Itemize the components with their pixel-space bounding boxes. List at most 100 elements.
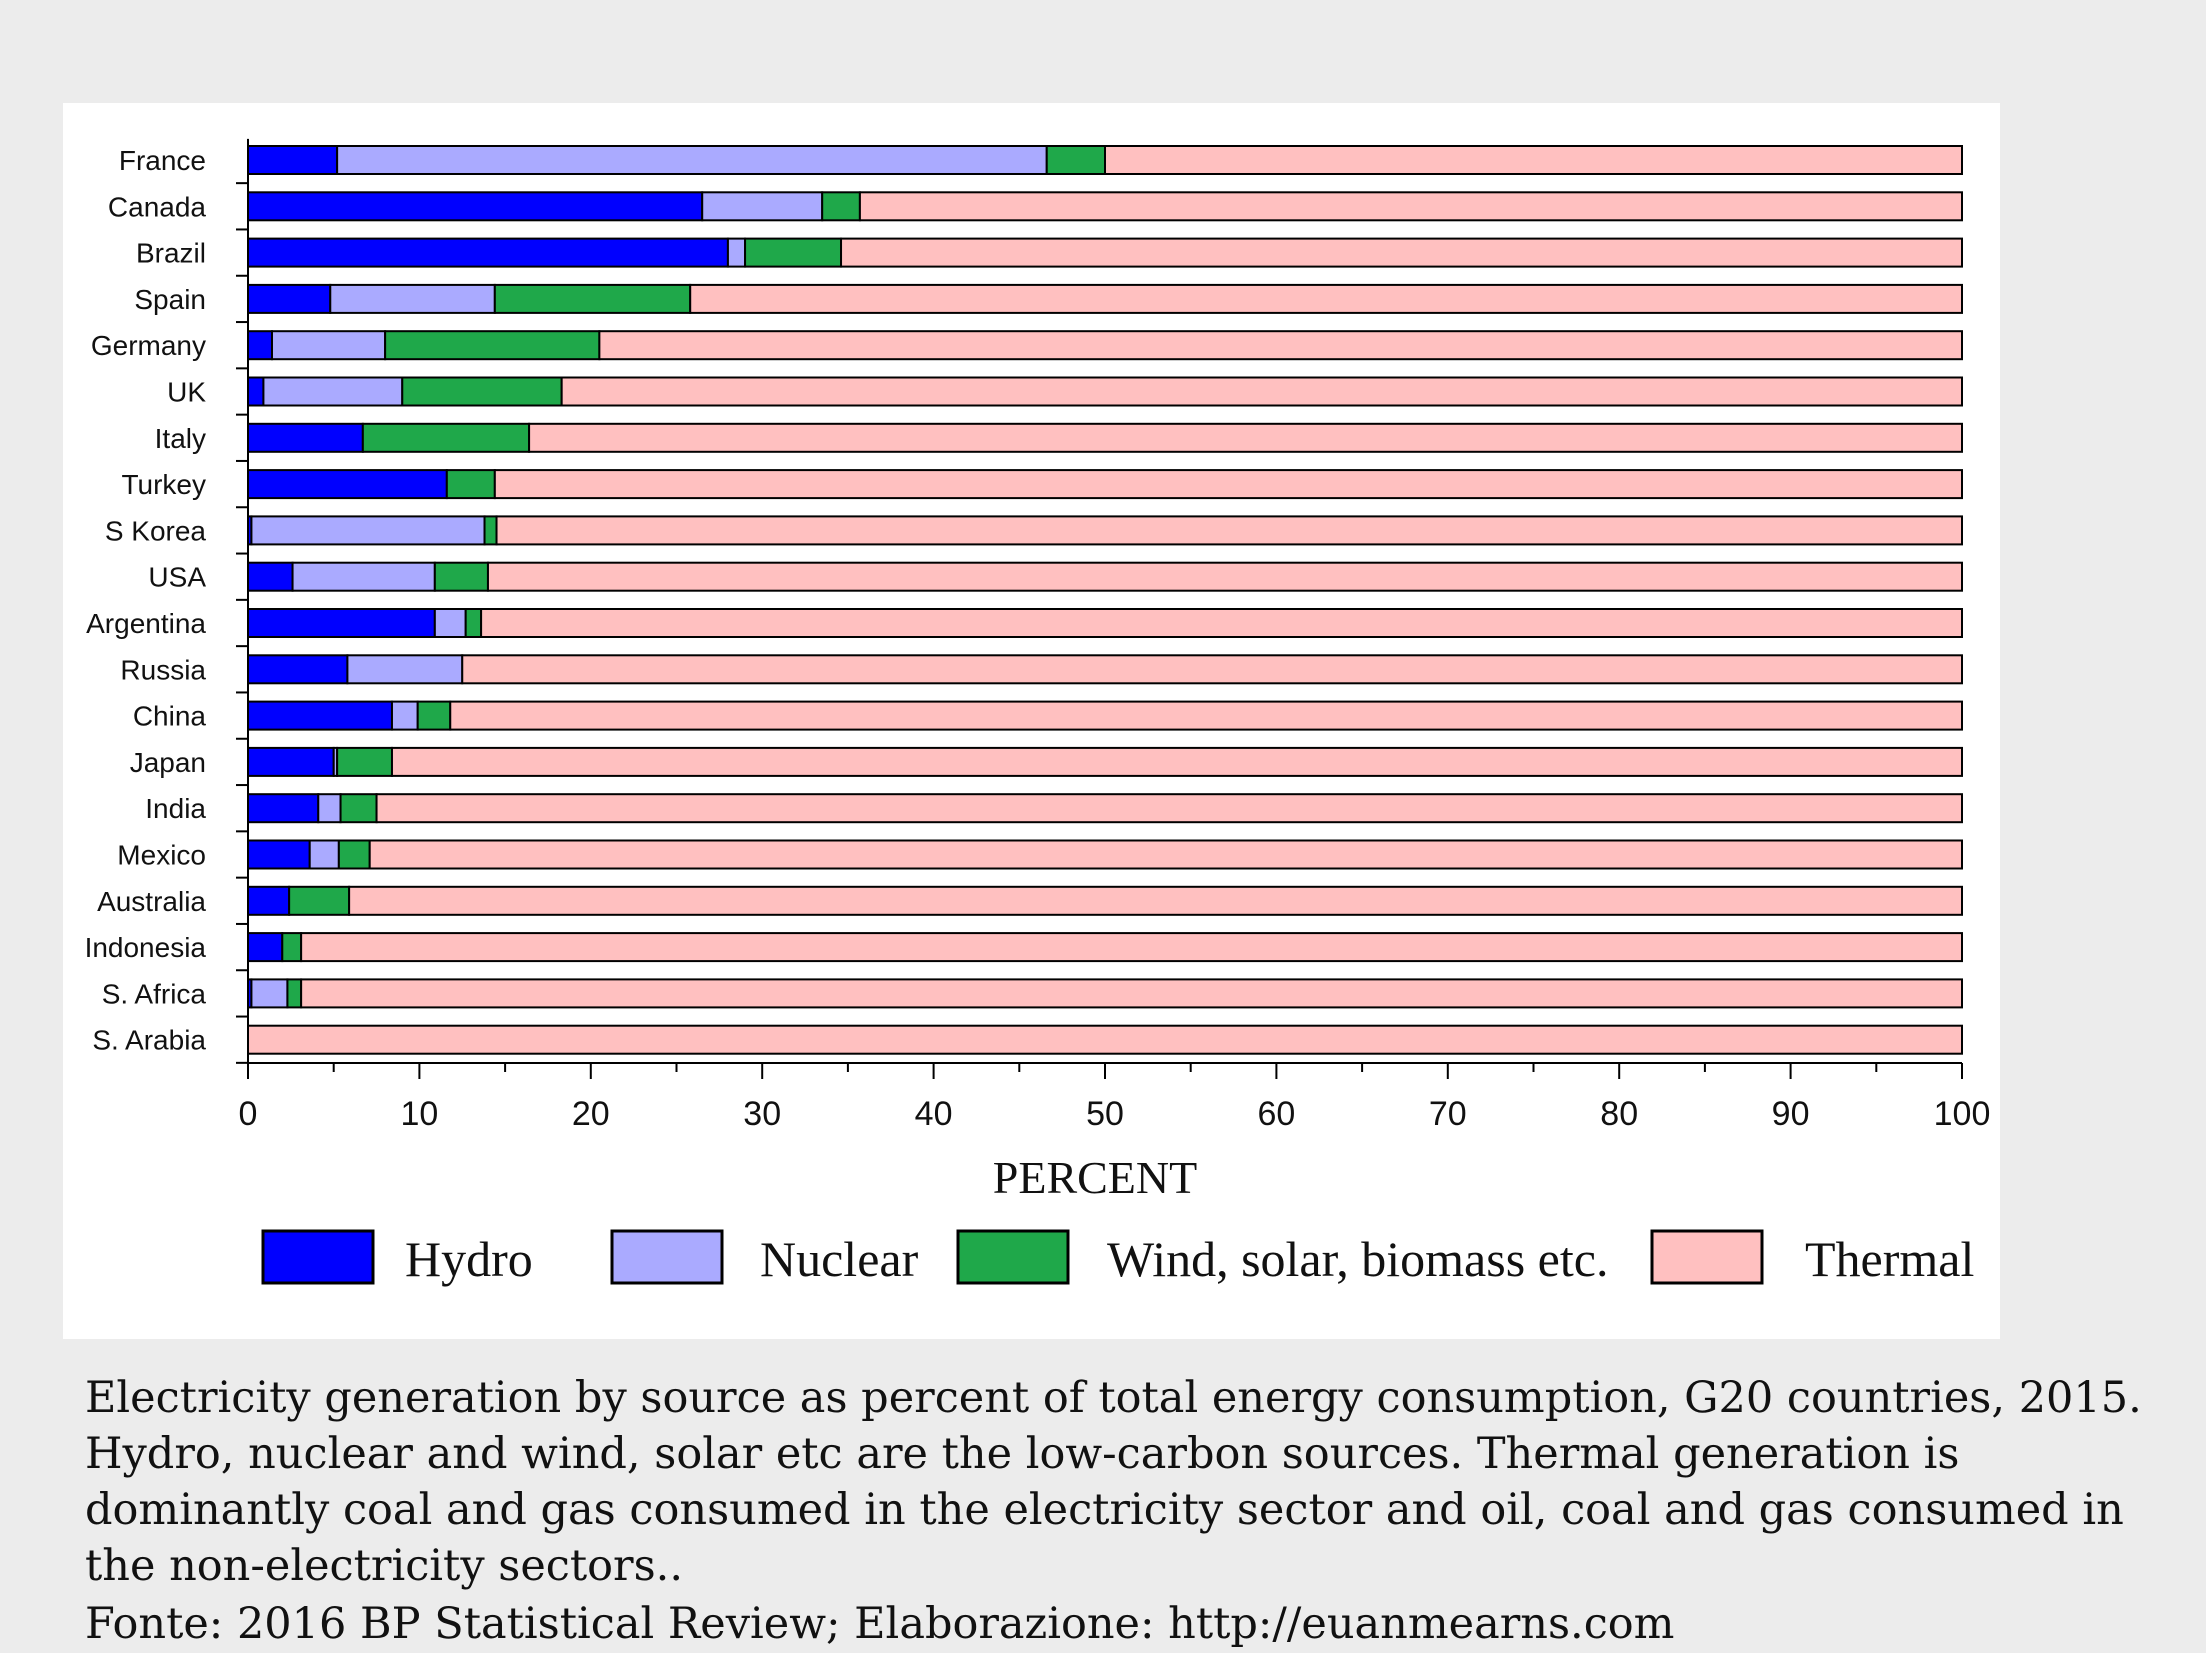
bar-segment [288,885,351,916]
bar-segment [308,839,340,870]
bar-segment [247,932,284,963]
legend-label: Hydro [405,1231,533,1287]
bar-segment [300,978,1963,1009]
bar-segment [701,191,824,222]
source-line: Fonte: 2016 BP Statistical Review; Elabo… [85,1599,1675,1649]
bar-segment [480,608,1963,638]
figure-caption: Electricity generation by source as perc… [85,1373,2142,1591]
x-tick-label: 50 [1086,1095,1124,1133]
bar-segment [286,978,303,1009]
bar-segment [247,145,339,175]
bar-segment [401,376,563,407]
x-tick-label: 40 [915,1095,953,1133]
bar-segment [339,793,378,824]
x-tick-label: 60 [1257,1095,1295,1133]
bar-segment [247,839,311,870]
bar-segment [1104,145,1963,175]
bar-segment [329,283,496,314]
bar-segment [461,654,1963,685]
x-tick-label: 90 [1772,1095,1810,1133]
bar-segment [528,422,1964,453]
x-tick-label: 0 [239,1095,258,1133]
category-label: Spain [134,284,206,315]
legend-swatch [1650,1229,1764,1285]
bar-segment [840,237,1964,268]
category-label: Mexico [117,840,206,871]
x-tick-label: 10 [400,1095,438,1133]
category-label: Japan [130,747,206,778]
bar-segment [464,608,483,638]
category-label: Italy [155,423,206,454]
bar-segment [247,793,320,824]
bar-segment [247,1024,1963,1055]
bar-segment [744,237,843,268]
bars-layer [247,145,1964,1055]
bar-segment [250,978,289,1009]
bar-segment [361,422,531,453]
legend-label: Thermal [1805,1231,1974,1287]
bar-segment [493,469,1963,500]
category-label: Canada [108,191,207,222]
legend-swatch [610,1229,724,1285]
bar-segment [598,330,1963,361]
bar-segment [247,561,294,592]
bar-segment [390,746,1964,777]
category-label: USA [148,562,206,593]
bar-segment [445,469,496,500]
bar-segment [336,145,1048,175]
bar-segment [247,700,393,731]
category-label: China [133,701,207,732]
x-tick-label: 20 [572,1095,610,1133]
bar-segment [317,793,342,824]
x-axis-title: PERCENT [993,1152,1197,1203]
bar-segment [247,376,265,407]
bar-segment [337,839,371,870]
bar-segment [495,515,1963,546]
category-label: India [145,793,206,824]
x-tick-label: 70 [1429,1095,1467,1133]
bar-segment [486,561,1964,592]
bar-segment [726,237,747,268]
bar-segment [348,885,1964,916]
bar-segment [247,654,349,685]
bar-segment [336,746,393,777]
bar-segment [375,793,1963,824]
category-label: France [119,145,206,176]
category-label: Russia [120,654,206,685]
category-label: S. Africa [102,978,207,1009]
bar-segment [247,283,332,314]
bar-segment [247,330,273,361]
bar-segment [1045,145,1106,175]
bar-segment [247,191,704,222]
category-label: Turkey [121,469,206,500]
stacked-bar-chart: 0 10 20 30 40 50 60 70 80 90 100 France Canada Brazi… [85,138,1991,1287]
legend-swatch [956,1229,1070,1285]
bar-segment [281,932,303,963]
bar-segment [346,654,464,685]
category-label: Indonesia [85,932,207,963]
bar-segment [493,283,692,314]
bar-segment [821,191,861,222]
bar-segment [368,839,1964,870]
legend-label: Wind, solar, biomass etc. [1107,1231,1608,1287]
bar-segment [858,191,1964,222]
chart-panel: 0 10 20 30 40 50 60 70 80 90 100 France Canada Brazi… [63,103,2000,1339]
bar-segment [247,608,436,638]
bar-segment [560,376,1963,407]
bar-segment [247,422,364,453]
bar-segment [270,330,387,361]
bar-segment [247,469,448,500]
country-labels: France Canada Brazil Spain Germany UK Italy Tur… [85,145,207,1056]
bar-segment [262,376,404,407]
x-tick-label: 100 [1934,1095,1991,1133]
bar-segment [384,330,601,361]
bar-segment [291,561,436,592]
category-label: Argentina [86,608,206,639]
bar-segment [416,700,452,731]
category-label: Germany [91,330,206,361]
bar-segment [247,746,335,777]
bar-segment [483,515,498,546]
x-tick-label: 30 [743,1095,781,1133]
bar-segment [433,608,467,638]
category-label: UK [167,377,206,408]
